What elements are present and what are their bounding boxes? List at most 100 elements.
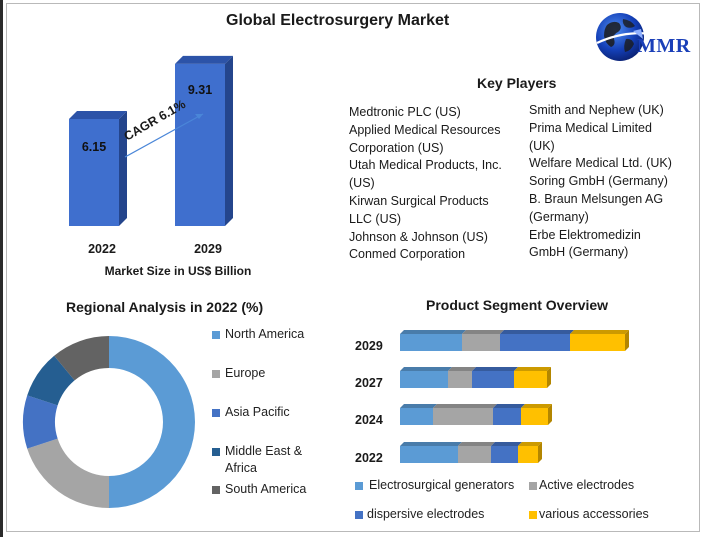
player-item: Medtronic PLC (US) [349, 105, 461, 119]
donut-slice-europe [27, 438, 110, 508]
legend-item: Electrosurgical generators [355, 477, 514, 494]
segment-bar [458, 446, 491, 463]
segment-bar-top [521, 404, 552, 408]
cagr-arrowhead [195, 114, 203, 119]
market-bar-side [119, 110, 127, 226]
regional-donut-chart [23, 336, 195, 508]
segment-bar [433, 408, 493, 425]
segment-bar-top [400, 330, 466, 334]
legend-swatch [355, 482, 363, 490]
legend-label: Asia Pacific [225, 405, 290, 419]
donut-slice-middle-east-africa [27, 355, 75, 406]
segment-bar [493, 408, 521, 425]
market-bar-value-label: 9.31 [188, 83, 212, 97]
market-size-caption: Market Size in US$ Billion [105, 264, 252, 278]
legend-swatch [212, 370, 220, 378]
segment-bar-top [491, 442, 522, 446]
segment-bar [462, 334, 500, 351]
market-bar-value-label: 6.15 [82, 140, 106, 154]
segment-bar [518, 446, 538, 463]
mmr-logo: MMR [593, 9, 697, 65]
legend-label: Active electrodes [539, 478, 635, 492]
legend-swatch [212, 448, 220, 456]
segment-bar-top [458, 442, 495, 446]
segment-bar-top [472, 367, 518, 371]
segment-bar [400, 446, 458, 463]
segment-bar-top [518, 442, 542, 446]
globe-icon [596, 13, 660, 61]
market-size-chart: 6.159.31 CAGR 6.1% 2022 2029 Market Size… [69, 55, 252, 278]
key-players-heading: Key Players [477, 75, 557, 91]
market-bar [175, 63, 225, 226]
legend-swatch [355, 511, 363, 519]
legend-label: Middle East & Africa [225, 444, 303, 475]
market-bar [69, 118, 119, 226]
player-item: Kirwan Surgical Products LLC (US) [349, 193, 489, 226]
year-label-2029: 2029 [194, 242, 222, 256]
segment-year-label: 2029 [355, 339, 383, 353]
segment-bar [491, 446, 518, 463]
segment-bar [570, 334, 625, 351]
player-item: Johnson & Johnson (US) [349, 229, 488, 244]
legend-item: Europe [212, 365, 322, 382]
key-players-left-column: Medtronic PLC (US) Applied Medical Resou… [349, 104, 509, 264]
legend-item: Active electrodes [529, 477, 634, 494]
segment-bar-top [448, 367, 476, 371]
segment-stacked-chart: 2029 2027 2024 2022 [355, 330, 629, 465]
segment-bar-top [400, 442, 462, 446]
segment-year-label: 2024 [355, 413, 383, 427]
donut-slice-north-america [109, 336, 195, 508]
legend-label: South America [225, 482, 307, 496]
player-item: Erbe Elektromedizin GmbH (Germany) [529, 227, 641, 260]
segment-bar-top [493, 404, 525, 408]
year-label-2022: 2022 [88, 242, 116, 256]
player-item: B. Braun Melsungen AG (Germany) [529, 191, 664, 224]
legend-label: dispersive electrodes [367, 507, 485, 521]
segment-bar [500, 334, 570, 351]
segment-bar [514, 371, 547, 388]
segment-bar-top [570, 330, 629, 334]
legend-label: various accessories [539, 507, 649, 521]
legend-item: South America [212, 481, 322, 498]
segment-bar [400, 371, 448, 388]
segment-bar [448, 371, 472, 388]
legend-item: Asia Pacific [212, 404, 322, 421]
legend-swatch [212, 409, 220, 417]
cagr-arrow [124, 113, 204, 158]
segment-bar-top [400, 404, 437, 408]
page-title: Global Electrosurgery Market [226, 12, 450, 29]
logo-text: MMR [637, 35, 691, 57]
regional-heading: Regional Analysis in 2022 (%) [66, 299, 264, 315]
legend-label: North America [225, 327, 305, 341]
legend-swatch [529, 482, 537, 490]
infographic-panel: Global Electrosurgery Market MMR 6.15 9.3… [6, 3, 700, 532]
segment-year-label: 2027 [355, 376, 383, 390]
donut-slice-asia-pacific [23, 395, 58, 449]
segment-legend: Electrosurgical generators Active electr… [355, 477, 685, 527]
player-item: Soring GmbH (Germany) [529, 174, 668, 189]
legend-label: Europe [225, 366, 266, 380]
legend-swatch [212, 486, 220, 494]
segment-bar [521, 408, 548, 425]
segment-bar [400, 408, 433, 425]
segment-bar [472, 371, 514, 388]
segment-bar-side [547, 367, 551, 388]
legend-item: Middle East & Africa [212, 443, 317, 477]
player-item: Conmed Corporation [349, 247, 466, 262]
player-item: Utah Medical Products, Inc. (US) [349, 158, 502, 191]
segment-bar-top [433, 404, 497, 408]
segment-heading: Product Segment Overview [426, 297, 609, 313]
legend-item: dispersive electrodes [355, 506, 484, 523]
player-item: Welfare Medical Ltd. (UK) [529, 156, 672, 171]
market-bar-side [225, 55, 233, 226]
legend-swatch [212, 331, 220, 339]
market-bar-top [69, 110, 127, 119]
legend-swatch [529, 511, 537, 519]
player-item: Smith and Nephew (UK) [529, 103, 664, 117]
segment-bar-top [500, 330, 574, 334]
legend-item: various accessories [529, 506, 649, 523]
player-item: Prima Medical Limited (UK) [529, 120, 652, 153]
left-edge-stripe [0, 0, 3, 537]
segment-bar-side [625, 330, 629, 351]
regional-legend: North America Europe Asia Pacific Middle… [212, 326, 322, 498]
